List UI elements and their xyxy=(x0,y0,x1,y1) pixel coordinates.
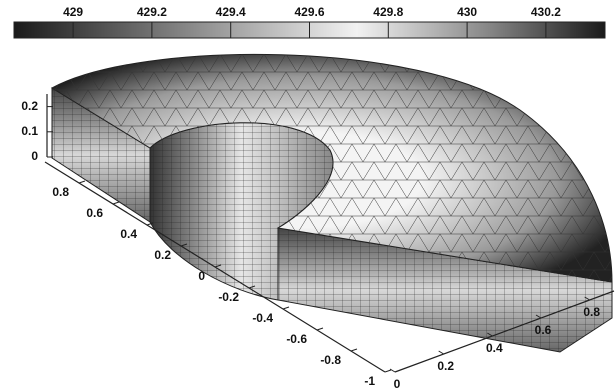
x-tick xyxy=(439,351,444,354)
colorbar-tick-label: 429.6 xyxy=(294,5,324,19)
colorbar-tick-label: 429.4 xyxy=(216,5,246,19)
y-tick xyxy=(283,307,289,309)
x-tick-label: 0.4 xyxy=(486,341,503,355)
x-tick-label: 0.6 xyxy=(535,323,552,337)
colorbar-tick-label: 430 xyxy=(457,5,477,19)
chart: 429 429.2 429.4 429.6 429.8 430 430.2 0 0.1 0.2 0.… xyxy=(0,0,615,392)
y-tick xyxy=(79,181,85,183)
y-tick-label: 0.2 xyxy=(154,248,171,262)
z-tick-label: 0 xyxy=(31,149,38,163)
x-tick-label: 0.2 xyxy=(437,359,454,373)
z-tick-label: 0.2 xyxy=(21,99,38,113)
y-tick-label: 0 xyxy=(198,269,205,283)
z-tick-label: 0.1 xyxy=(21,124,38,138)
y-tick-label: 0.8 xyxy=(52,185,69,199)
y-tick-label: -1 xyxy=(364,374,375,388)
x-tick-label: 0 xyxy=(394,377,401,391)
y-tick-label: -0.6 xyxy=(286,332,307,346)
y-tick-label: -0.8 xyxy=(320,353,341,367)
solid xyxy=(52,54,612,352)
colorbar-tick-label: 429 xyxy=(63,5,83,19)
y-tick-label: 0.4 xyxy=(120,227,137,241)
y-tick xyxy=(385,370,391,372)
y-tick xyxy=(113,202,119,204)
y-tick xyxy=(317,328,323,330)
colorbar-tick-label: 429.2 xyxy=(137,5,167,19)
x-tick-label: 0.8 xyxy=(583,305,600,319)
colorbar-tick-label: 429.8 xyxy=(373,5,403,19)
y-tick-label: 0.6 xyxy=(86,206,103,220)
y-tick xyxy=(351,349,357,351)
y-tick-label: -0.2 xyxy=(218,290,239,304)
colorbar-tick-label: 430.2 xyxy=(531,5,561,19)
y-tick-label: -0.4 xyxy=(252,311,273,325)
